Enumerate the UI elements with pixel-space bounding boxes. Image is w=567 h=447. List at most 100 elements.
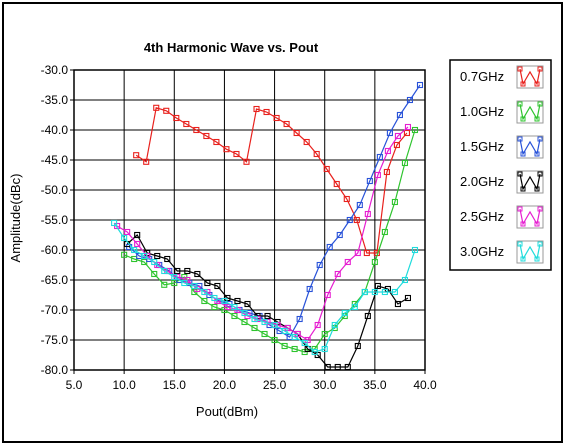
series-line-3.0GHz — [113, 222, 416, 353]
data-point-1.0GHz — [281, 342, 288, 350]
data-point-2.5GHz — [364, 210, 371, 218]
legend-marker-2.5GHz — [517, 206, 523, 212]
data-point-2.0GHz — [324, 363, 331, 371]
data-point-3.0GHz — [401, 276, 408, 284]
legend-line-2.5GHz — [519, 208, 541, 226]
legend-marker-2.0GHz — [517, 171, 523, 177]
data-point-2.5GHz — [224, 303, 231, 311]
y-tick-label: -30.0 — [41, 63, 69, 77]
data-point-3.0GHz — [191, 282, 198, 290]
legend-marker-0.7GHz — [517, 66, 523, 72]
data-point-3.0GHz — [281, 327, 288, 335]
data-point-1.0GHz — [401, 159, 408, 167]
y-tick-label: -45.0 — [41, 153, 69, 167]
data-point-3.0GHz — [161, 267, 168, 275]
chart: 4th Harmonic Wave vs. Pout Amplitude(dBc… — [8, 40, 552, 419]
data-point-2.5GHz — [374, 171, 381, 179]
series-line-2.0GHz — [126, 234, 409, 368]
data-point-3.0GHz — [331, 321, 338, 329]
data-point-0.7GHz — [233, 150, 240, 158]
data-point-1.0GHz — [411, 126, 419, 134]
data-point-3.0GHz — [411, 246, 419, 254]
data-point-3.0GHz — [221, 297, 228, 305]
legend-marker-2.0GHz — [537, 171, 543, 177]
y-tick-label: -75.0 — [41, 333, 69, 347]
plot-area: 5.0 10.0 15.0 20.0 25.0 30.0 35.0 40.0 -30.0 -35.… — [41, 63, 437, 392]
data-point-0.7GHz — [163, 107, 170, 114]
data-point-2.0GHz — [134, 231, 141, 239]
data-point-3.0GHz — [181, 279, 188, 287]
legend-marker-1.5GHz — [520, 151, 526, 157]
legend-marker-1.5GHz — [517, 136, 523, 142]
data-point-1.0GHz — [371, 258, 378, 266]
legend-marker-0.7GHz — [537, 66, 543, 72]
plot-border — [73, 69, 426, 371]
x-tick-label: 30.0 — [313, 378, 337, 392]
data-point-0.7GHz — [253, 105, 260, 113]
x-tick-label: 25.0 — [263, 378, 287, 392]
data-point-0.7GHz — [143, 158, 150, 165]
data-point-0.7GHz — [133, 152, 140, 159]
data-point-2.5GHz — [384, 147, 391, 155]
data-point-1.0GHz — [231, 312, 238, 320]
x-tick-label: 5.0 — [66, 378, 83, 392]
data-point-0.7GHz — [393, 141, 400, 149]
data-point-0.7GHz — [273, 114, 280, 122]
data-point-3.0GHz — [351, 303, 358, 311]
data-point-3.0GHz — [311, 348, 318, 356]
data-point-2.0GHz — [354, 342, 361, 350]
data-point-1.0GHz — [151, 270, 158, 278]
data-point-3.0GHz — [231, 303, 238, 311]
data-point-3.0GHz — [211, 294, 218, 302]
data-point-0.7GHz — [153, 104, 160, 111]
data-point-1.0GHz — [271, 336, 278, 344]
data-point-2.0GHz — [264, 312, 271, 320]
data-point-0.7GHz — [193, 126, 200, 134]
legend-label-3.0GHz: 3.0GHz — [460, 244, 504, 259]
data-point-2.0GHz — [164, 255, 171, 263]
data-point-3.0GHz — [201, 288, 208, 296]
data-point-2.5GHz — [134, 240, 141, 248]
y-tick-label: -65.0 — [41, 273, 69, 287]
data-point-2.0GHz — [404, 294, 412, 302]
data-point-0.7GHz — [263, 108, 270, 116]
data-point-1.5GHz — [336, 231, 343, 239]
data-point-2.0GHz — [344, 363, 351, 371]
data-point-1.0GHz — [121, 251, 128, 258]
legend-marker-0.7GHz — [520, 81, 526, 87]
data-point-0.7GHz — [173, 114, 180, 122]
data-point-1.0GHz — [161, 281, 168, 288]
chart-title: 4th Harmonic Wave vs. Pout — [144, 40, 319, 55]
y-tick-label: -80.0 — [41, 363, 69, 377]
data-point-1.0GHz — [251, 324, 258, 332]
data-point-3.0GHz — [391, 288, 398, 296]
data-point-3.0GHz — [121, 234, 128, 242]
y-tick-label: -60.0 — [41, 243, 69, 257]
x-tick-label: 35.0 — [363, 378, 387, 392]
data-point-0.7GHz — [243, 158, 250, 165]
y-axis-label: Amplitude(dBc) — [8, 174, 23, 263]
data-point-0.7GHz — [183, 120, 190, 128]
data-point-1.0GHz — [201, 297, 208, 305]
series-line-1.0GHz — [123, 129, 416, 353]
legend-marker-1.5GHz — [534, 151, 540, 157]
data-point-2.5GHz — [354, 249, 361, 257]
data-point-0.7GHz — [293, 129, 300, 137]
data-point-3.0GHz — [131, 246, 138, 254]
x-tick-label: 10.0 — [112, 378, 136, 392]
legend-marker-2.5GHz — [534, 221, 540, 227]
y-tick-label: -70.0 — [41, 303, 69, 317]
legend-line-1.0GHz — [519, 103, 541, 121]
data-point-1.5GHz — [356, 201, 363, 209]
data-point-1.5GHz — [386, 129, 393, 137]
x-tick-label: 20.0 — [213, 378, 237, 392]
legend-marker-3.0GHz — [520, 256, 526, 262]
data-point-2.0GHz — [204, 279, 211, 287]
legend-marker-2.0GHz — [520, 186, 526, 192]
legend-label-0.7GHz: 0.7GHz — [460, 69, 504, 84]
data-point-2.5GHz — [314, 321, 321, 329]
data-point-2.0GHz — [334, 363, 341, 371]
data-point-1.5GHz — [316, 261, 323, 269]
legend-marker-2.5GHz — [537, 206, 543, 212]
data-point-1.5GHz — [306, 285, 313, 293]
